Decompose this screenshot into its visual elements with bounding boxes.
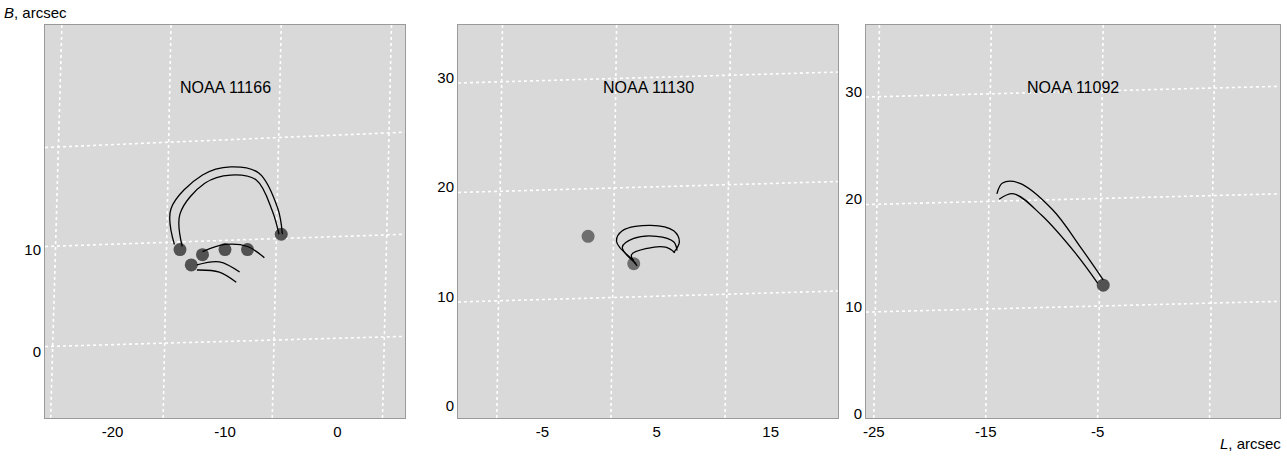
svg-text:0: 0 <box>333 423 341 440</box>
svg-text:5: 5 <box>652 423 660 440</box>
svg-text:B, arcsec: B, arcsec <box>4 4 67 21</box>
svg-text:NOAA 11166: NOAA 11166 <box>180 79 271 96</box>
svg-text:-25: -25 <box>863 423 885 440</box>
svg-text:0: 0 <box>854 405 862 422</box>
svg-text:-5: -5 <box>1091 423 1104 440</box>
svg-text:0: 0 <box>446 397 454 414</box>
svg-text:NOAA 11092: NOAA 11092 <box>1027 79 1119 96</box>
svg-text:-10: -10 <box>214 423 236 440</box>
svg-text:-15: -15 <box>975 423 997 440</box>
svg-text:20: 20 <box>437 178 454 195</box>
svg-text:20: 20 <box>845 190 862 207</box>
svg-text:30: 30 <box>437 69 454 86</box>
svg-text:30: 30 <box>845 83 862 100</box>
svg-text:NOAA 11130: NOAA 11130 <box>603 79 694 96</box>
svg-text:0: 0 <box>33 343 41 360</box>
svg-text:10: 10 <box>845 298 862 315</box>
svg-text:15: 15 <box>762 423 779 440</box>
svg-text:-5: -5 <box>536 423 549 440</box>
svg-text:10: 10 <box>437 288 454 305</box>
svg-text:L, arcsec: L, arcsec <box>1220 435 1281 452</box>
svg-text:-20: -20 <box>102 423 124 440</box>
svg-text:10: 10 <box>24 241 41 258</box>
